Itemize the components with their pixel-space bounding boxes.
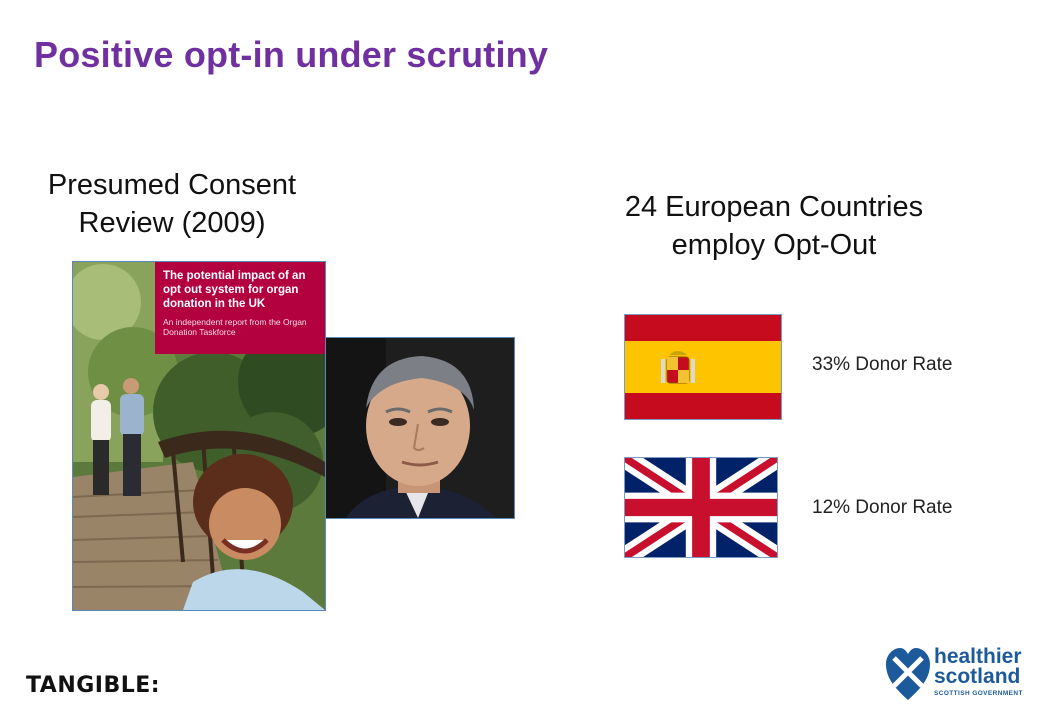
spain-donor-rate: 33% Donor Rate xyxy=(812,354,953,375)
report-heading-line1: Presumed Consent xyxy=(47,169,297,201)
countries-heading-line1: 24 European Countries xyxy=(624,191,924,223)
healthier-scotland-logo: healthier scotland SCOTTISH GOVERNMENT xyxy=(886,646,1026,706)
report-cover-title: The potential impact of an opt out syste… xyxy=(163,270,306,310)
logo-text-government: SCOTTISH GOVERNMENT xyxy=(934,690,1023,697)
report-cover-title-box: The potential impact of an opt out syste… xyxy=(155,262,325,354)
report-cover-image: The potential impact of an opt out syste… xyxy=(72,261,326,611)
countries-heading: 24 European Countries employ Opt-Out xyxy=(594,188,954,264)
spain-flag-icon xyxy=(624,314,782,420)
portrait-illustration xyxy=(326,338,514,518)
uk-donor-rate: 12% Donor Rate xyxy=(812,497,953,518)
logo-text-scotland: scotland xyxy=(934,665,1021,688)
report-cover-subtitle: An independent report from the Organ Don… xyxy=(163,317,307,337)
saltire-heart-icon xyxy=(886,648,930,700)
tangible-logo: TANGIBLE: xyxy=(26,673,161,698)
portrait-photo xyxy=(325,337,515,519)
report-heading: Presumed Consent Review (2009) xyxy=(24,166,320,242)
report-heading-line2: Review (2009) xyxy=(78,207,266,239)
slide-title: Positive opt-in under scrutiny xyxy=(34,34,549,75)
union-jack-icon xyxy=(624,457,778,558)
countries-heading-line2: employ Opt-Out xyxy=(671,229,877,261)
logo-text-healthier: healthier xyxy=(934,645,1022,668)
